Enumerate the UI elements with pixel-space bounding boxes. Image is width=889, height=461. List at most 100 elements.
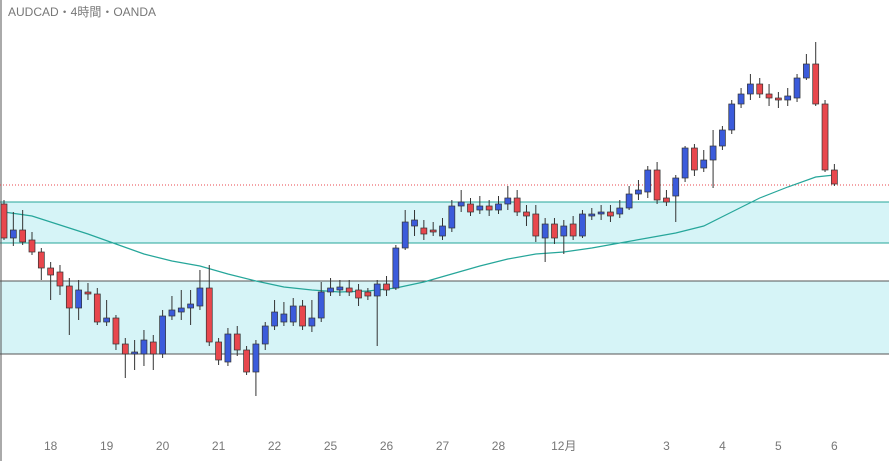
candle-body	[709, 145, 717, 161]
candle-body	[719, 129, 726, 147]
candle-body	[84, 291, 92, 295]
candle-body	[411, 219, 418, 227]
x-tick-label: 12月	[551, 439, 576, 453]
moving-average	[3, 174, 835, 293]
candle-body	[747, 83, 754, 95]
candle-body	[196, 287, 204, 307]
candle-body	[243, 349, 250, 373]
candle-body	[831, 169, 838, 185]
candle-body	[0, 203, 8, 239]
candle-body	[205, 287, 213, 343]
candle-body	[560, 225, 568, 237]
candle-body	[168, 309, 176, 317]
candle-body	[364, 291, 372, 297]
candle-body	[467, 203, 474, 213]
candle-body	[271, 311, 278, 327]
candle-body	[541, 223, 549, 239]
candle-body	[308, 317, 316, 327]
candle-body	[56, 271, 64, 287]
candle-body	[821, 103, 829, 171]
candle-body	[224, 333, 232, 363]
candle-body	[252, 343, 260, 373]
candle-body	[299, 305, 306, 327]
x-tick-label: 26	[380, 439, 394, 453]
candle-body	[616, 207, 624, 215]
candle-body	[187, 303, 194, 309]
candle-body	[131, 351, 138, 355]
candle-body	[597, 211, 605, 215]
chart-title: AUDCAD・4時間・OANDA	[8, 5, 156, 19]
candle-body	[737, 93, 745, 105]
candle-body	[215, 341, 222, 361]
candle-body	[75, 289, 82, 309]
candle-body	[373, 283, 381, 297]
candle-body	[149, 341, 157, 355]
candle-body	[607, 211, 614, 217]
candle-body	[672, 177, 680, 197]
x-tick-label: 6	[831, 439, 838, 453]
x-tick-label: 28	[492, 439, 506, 453]
candle-body	[625, 193, 633, 209]
candle-body	[756, 83, 764, 95]
x-tick-label: 5	[775, 439, 782, 453]
candle-body	[355, 289, 362, 299]
candle-body	[177, 307, 185, 313]
candle-body	[429, 229, 437, 233]
candle-body	[551, 223, 558, 239]
candle-body	[728, 103, 736, 131]
candle-body	[420, 227, 428, 235]
candle-body	[663, 197, 670, 203]
zone	[0, 281, 889, 354]
candle-body	[700, 159, 708, 169]
zone	[0, 202, 889, 243]
candle-body	[65, 285, 73, 309]
candle-body	[579, 213, 586, 237]
x-tick-label: 20	[156, 439, 170, 453]
candle-body	[233, 333, 241, 351]
candle-body	[588, 213, 596, 217]
candle-body	[775, 97, 782, 101]
candle-body	[289, 305, 297, 323]
candle-body	[112, 317, 120, 345]
candle-body	[37, 251, 45, 269]
candle-body	[280, 313, 288, 323]
candle-body	[812, 63, 820, 105]
candle-body	[784, 95, 792, 101]
candle-body	[569, 223, 577, 237]
candle-body	[644, 169, 652, 193]
x-tick-label: 21	[212, 439, 226, 453]
candle-body	[9, 229, 17, 239]
x-tick-label: 3	[663, 439, 670, 453]
candle-body	[439, 225, 446, 237]
candle-body	[121, 343, 129, 355]
candle-body	[47, 267, 55, 276]
candle-body	[803, 63, 810, 79]
candle-body	[140, 339, 148, 355]
candle-body	[327, 287, 334, 293]
candle-body	[485, 205, 493, 211]
x-tick-label: 22	[268, 439, 282, 453]
candle-body	[345, 287, 353, 293]
candle-body	[523, 211, 530, 217]
candle-body	[28, 239, 36, 253]
x-tick-label: 4	[719, 439, 726, 453]
x-tick-label: 18	[44, 439, 58, 453]
candle-body	[317, 291, 325, 319]
candle-body	[653, 169, 661, 201]
candle-body	[103, 317, 110, 323]
candle-body	[261, 325, 269, 345]
x-tick-label: 19	[100, 439, 114, 453]
candle-body	[19, 229, 27, 243]
x-tick-label: 25	[324, 439, 338, 453]
candle-body	[635, 189, 642, 195]
candle-body	[448, 205, 456, 229]
candle-body	[392, 247, 400, 289]
x-tick-label: 27	[436, 439, 450, 453]
candle-body	[681, 147, 689, 179]
candle-body	[476, 205, 484, 211]
candle-body	[401, 221, 409, 249]
candle-body	[765, 93, 773, 99]
candle-body	[336, 286, 344, 291]
candle-body	[691, 147, 698, 171]
